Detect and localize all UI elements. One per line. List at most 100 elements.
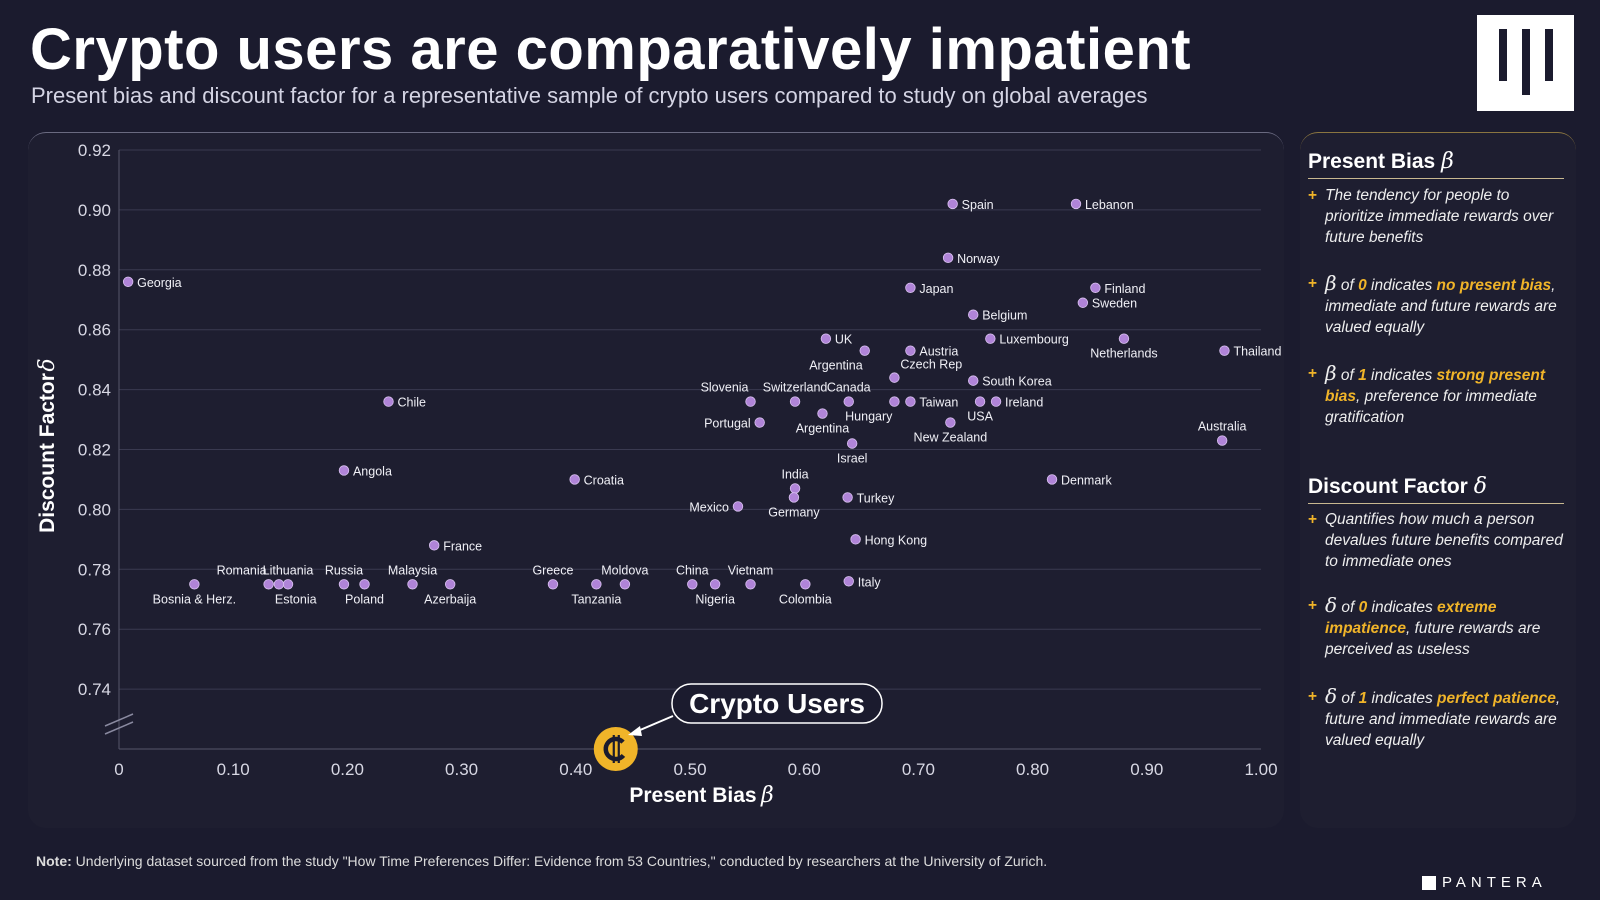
point-label: Argentina [796,422,850,436]
point-label: Azerbaija [424,592,476,606]
data-point [1077,297,1089,308]
point-label: Germany [768,505,820,519]
data-point [189,579,200,590]
plus-icon: + [1308,275,1318,292]
brand-logo [1477,15,1574,111]
callout-label: Crypto Users [689,688,865,719]
point-label: Romania [217,563,267,577]
data-point [1219,345,1230,356]
axis-break-mark [104,713,134,727]
data-point [985,333,996,344]
point-label: Colombia [779,592,832,606]
discount-factor-bullet: + δ of 1 indicates perfect patience, futu… [1308,684,1561,750]
point-label: France [443,539,482,553]
y-axis-label: Discount Factor [36,373,59,533]
definitions-panel: Present Bias β + The tendency for people … [1300,132,1576,828]
data-point [843,576,854,587]
x-tick-label: 0.70 [902,760,935,779]
callout-arrowhead [628,726,642,736]
y-axis-symbol: δ [35,358,60,371]
data-point [842,492,853,503]
discount-factor-title: Discount Factor [1308,475,1468,498]
y-tick-label: 0.74 [78,680,111,699]
brand-name: PANTERA [1442,874,1547,891]
point-label: Hungary [845,410,893,424]
data-point [1118,333,1130,344]
data-point [850,534,861,545]
point-label: Slovenia [701,381,749,395]
x-axis-symbol: β [760,783,774,808]
note-text: Underlying dataset sourced from the stud… [75,853,1048,869]
plus-icon: + [1308,511,1318,528]
page-subtitle: Present bias and discount factor for a r… [31,83,1148,108]
point-label: Portugal [704,417,751,431]
point-label: Russia [325,563,363,577]
y-tick-label: 0.78 [78,560,111,579]
data-point [263,579,274,590]
data-point [444,579,456,590]
point-label: Greece [532,563,573,577]
y-tick-label: 0.82 [78,441,111,460]
plus-icon: + [1308,187,1318,204]
x-tick-label: 0.90 [1130,760,1163,779]
data-point [789,483,801,494]
data-point [947,198,958,210]
point-label: Austria [919,345,958,359]
y-tick-label: 0.88 [78,261,111,280]
data-point [843,396,854,407]
point-label: Turkey [857,491,895,505]
data-point [359,579,370,590]
y-tick-label: 0.76 [78,620,111,639]
point-label: Georgia [137,276,182,290]
data-point [905,345,916,356]
data-point [619,579,631,590]
point-label: Croatia [584,473,624,487]
point-label: Estonia [275,592,317,606]
data-point [547,579,559,590]
point-label: Spain [962,198,994,212]
crypto-users-point [593,727,638,771]
point-label: Thailand [1233,345,1281,359]
coin-icon [603,736,629,762]
y-tick-label: 0.86 [78,321,111,340]
data-point [745,396,756,407]
plus-icon: + [1308,365,1318,382]
point-label: Nigeria [695,592,735,606]
data-point [754,417,765,428]
data-point [974,396,986,407]
brand-logo-icon [1499,29,1553,95]
y-tick-label: 0.92 [78,141,111,160]
present-bias-bullet: + The tendency for people to prioritize i… [1308,187,1554,246]
point-label: UK [835,333,853,347]
point-label: Finland [1104,282,1145,296]
point-label: Belgium [982,309,1027,323]
scatter-chart: 0.92 0.90 0.88 0.86 0.84 0.82 0.80 0.78 0.76 0.74… [35,141,1281,808]
brand-mark-icon [1422,876,1436,891]
axis-break-mark [104,721,134,735]
point-label: Argentina [809,359,863,373]
point-label: Angola [353,464,392,478]
point-label: Hong Kong [865,533,928,547]
data-point [122,276,134,287]
point-label: Malaysia [388,563,437,577]
callout-box [671,683,883,724]
data-point [846,438,858,449]
data-point [859,345,870,356]
data-point [889,396,900,407]
x-tick-label: 0.60 [788,760,821,779]
data-point [889,372,900,383]
point-label: Australia [1198,420,1247,434]
x-tick-label: 0.50 [673,760,706,779]
data-point [687,579,698,590]
discount-factor-bullet: + Quantifies how much a person devalues f… [1308,511,1563,570]
data-point [942,252,954,264]
point-label: Israel [837,452,868,466]
point-label: Japan [919,282,953,296]
discount-factor-bullet: + δ of 0 indicates extreme impatience, fu… [1308,593,1541,659]
data-point [788,492,800,503]
point-label: Norway [957,252,1000,266]
data-point [905,282,916,293]
data-point [338,465,350,476]
point-label: New Zealand [914,431,988,445]
x-tick-label: 0.80 [1016,760,1049,779]
